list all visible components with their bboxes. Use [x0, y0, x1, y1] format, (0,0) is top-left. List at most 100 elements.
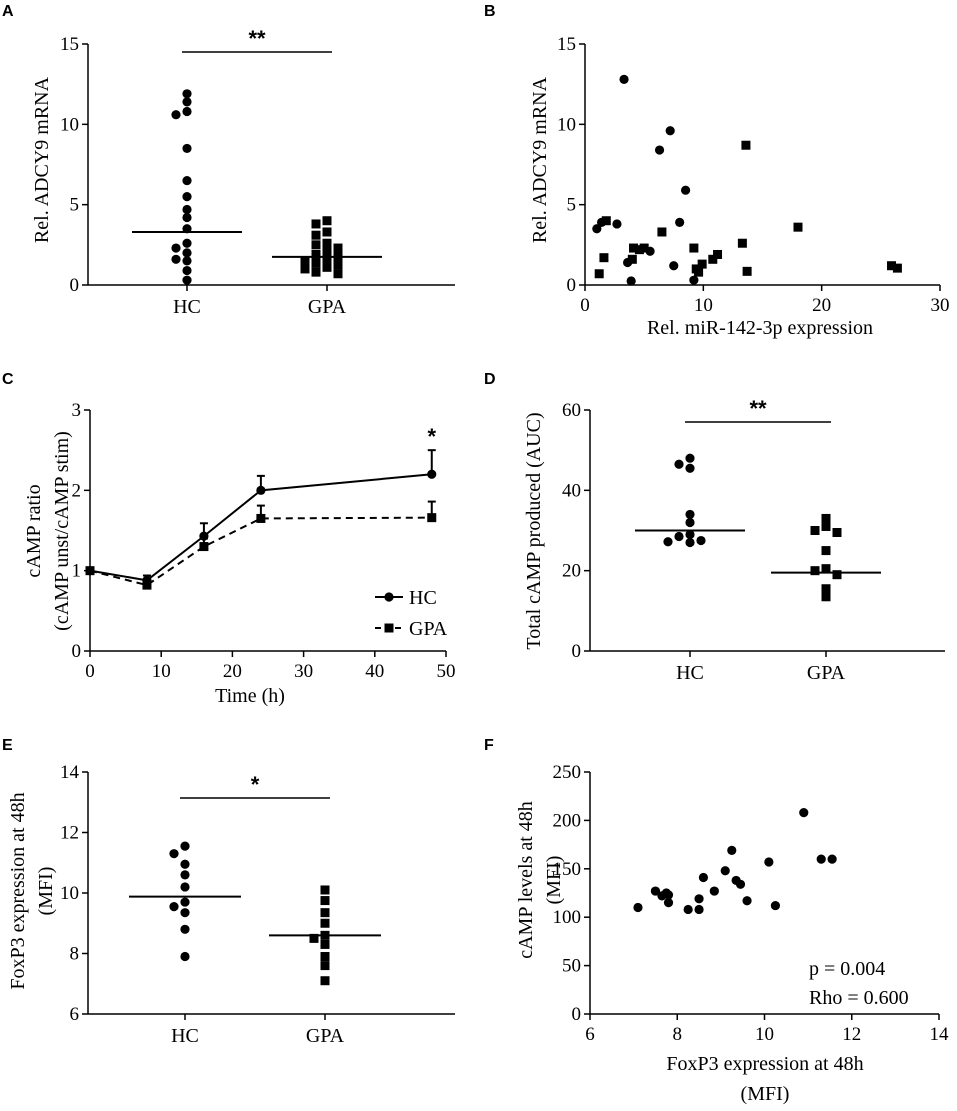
- a-point-hc-3: [171, 110, 181, 120]
- panel-e-plot: 6 8 10 12 14 HC GPA *: [60, 762, 455, 1047]
- b-point-gpa-11: [713, 249, 723, 259]
- f-point-20: [827, 854, 837, 864]
- f-point-19: [816, 854, 826, 864]
- a-point-gpa-6: [333, 243, 343, 253]
- e-point-gpa-5: [309, 933, 319, 943]
- b-point-gpa-4: [737, 238, 747, 248]
- a-point-gpa-16: [311, 267, 321, 277]
- b-point-gpa-10: [627, 254, 637, 264]
- f-y-tick-label-3: 150: [553, 859, 582, 880]
- panel-a-label: A: [2, 3, 14, 20]
- panel-f-xlabel-line2: (MFI): [741, 1083, 790, 1105]
- b-point-gpa-3: [657, 227, 667, 237]
- b-y-tick-label-1: 5: [567, 195, 577, 216]
- b-point-gpa-13: [697, 259, 707, 269]
- c-point-gpa-3: [256, 513, 266, 523]
- b-point-gpa-19: [892, 263, 902, 273]
- d-point-hc-1: [674, 459, 684, 469]
- d-point-gpa-8: [821, 584, 831, 594]
- d-y-tick-label-0: 0: [572, 641, 582, 662]
- f-y-tick-label-1: 50: [562, 956, 581, 977]
- e-category-label-0: HC: [171, 1025, 199, 1047]
- e-point-hc-6: [169, 902, 179, 912]
- a-point-hc-6: [182, 192, 192, 202]
- panel-f-label: F: [484, 737, 494, 754]
- panel-c-xlabel: Time (h): [215, 685, 285, 707]
- b-point-hc-2: [654, 145, 665, 155]
- b-point-hc-6: [675, 217, 685, 227]
- b-point-gpa-7: [639, 243, 649, 253]
- panel-b: B Rel. ADCY9 mRNA Rel. miR-142-3p expres…: [484, 3, 950, 339]
- f-point-6: [683, 904, 693, 915]
- panel-f-ylabel-line2: (MFI): [543, 856, 565, 905]
- e-point-hc-0: [180, 841, 190, 851]
- e-point-hc-4: [180, 882, 190, 892]
- a-point-hc-11: [171, 243, 181, 253]
- b-point-gpa-2: [793, 222, 803, 232]
- a-point-hc-0: [182, 89, 192, 99]
- panel-e-ylabel-line1: FoxP3 expression at 48h: [7, 792, 29, 989]
- panel-e-ylabel-line2: (MFI): [35, 867, 57, 916]
- panel-a: A Rel. ADCY9 mRNA 0 5 10 15 HC GPA **: [2, 3, 455, 318]
- f-point-1: [650, 886, 661, 896]
- a-point-hc-14: [182, 256, 192, 266]
- b-point-hc-12: [689, 275, 699, 285]
- panel-c-ylabel-line1: cAMP ratio: [23, 484, 45, 577]
- panel-d-label: D: [484, 371, 496, 388]
- b-x-tick-label-0: 0: [580, 295, 590, 316]
- panel-d-ylabel: Total cAMP produced (AUC): [523, 412, 545, 649]
- panel-a-plot: 0 5 10 15 HC GPA **: [60, 26, 455, 318]
- d-point-gpa-4: [821, 546, 831, 556]
- c-line-gpa: [89, 516, 432, 587]
- b-point-gpa-16: [594, 269, 604, 279]
- b-x-tick-label-1: 10: [694, 295, 713, 316]
- panel-e-label: E: [2, 737, 13, 754]
- b-point-gpa-17: [742, 266, 752, 276]
- d-point-hc-8: [685, 537, 695, 548]
- d-y-tick-label-2: 40: [562, 480, 581, 501]
- e-point-hc-7: [180, 908, 190, 918]
- c-legend-label-gpa: GPA: [409, 618, 448, 640]
- a-category-label-1: GPA: [308, 296, 347, 318]
- f-x-tick-label-0: 6: [585, 1024, 595, 1045]
- panel-b-xlabel: Rel. miR-142-3p expression: [647, 317, 873, 339]
- d-point-gpa-2: [810, 526, 820, 535]
- panel-d: D Total cAMP produced (AUC) 0 20 40 60 HC GPA…: [484, 371, 945, 684]
- a-point-gpa-4: [322, 238, 332, 248]
- e-point-gpa-8: [320, 961, 330, 971]
- f-point-8: [694, 904, 704, 915]
- a-significance-label: **: [248, 26, 266, 51]
- a-point-hc-5: [182, 175, 192, 186]
- e-point-gpa-0: [320, 885, 330, 895]
- c-legend-marker-gpa: [384, 623, 394, 633]
- d-point-gpa-3: [832, 528, 842, 538]
- c-point-gpa-0: [85, 566, 95, 576]
- c-x-tick-label-3: 30: [294, 661, 313, 682]
- a-point-gpa-5: [311, 240, 321, 250]
- d-point-hc-5: [685, 529, 695, 540]
- a-point-hc-12: [182, 248, 192, 258]
- d-point-hc-7: [696, 535, 706, 546]
- c-x-tick-label-2: 20: [223, 661, 242, 682]
- c-point-hc-3: [256, 485, 266, 495]
- b-point-gpa-5: [629, 243, 639, 253]
- d-category-label-0: HC: [676, 662, 704, 684]
- e-point-hc-2: [180, 859, 190, 869]
- f-point-4: [663, 890, 674, 900]
- c-point-gpa-2: [199, 542, 209, 552]
- e-point-hc-5: [180, 897, 190, 907]
- c-significance-label: *: [427, 424, 436, 449]
- panel-c-label: C: [2, 371, 14, 388]
- e-point-hc-1: [169, 849, 179, 859]
- e-y-tick-label-1: 8: [70, 944, 80, 965]
- panel-b-label: B: [484, 3, 496, 20]
- a-point-hc-13: [171, 254, 181, 264]
- c-legend-label-hc: HC: [409, 587, 437, 609]
- a-point-hc-2: [182, 106, 192, 117]
- b-x-tick-label-2: 20: [812, 295, 831, 316]
- d-point-gpa-0: [821, 513, 831, 523]
- c-x-tick-label-1: 10: [152, 661, 171, 682]
- f-point-10: [709, 886, 719, 896]
- a-point-gpa-14: [322, 262, 332, 272]
